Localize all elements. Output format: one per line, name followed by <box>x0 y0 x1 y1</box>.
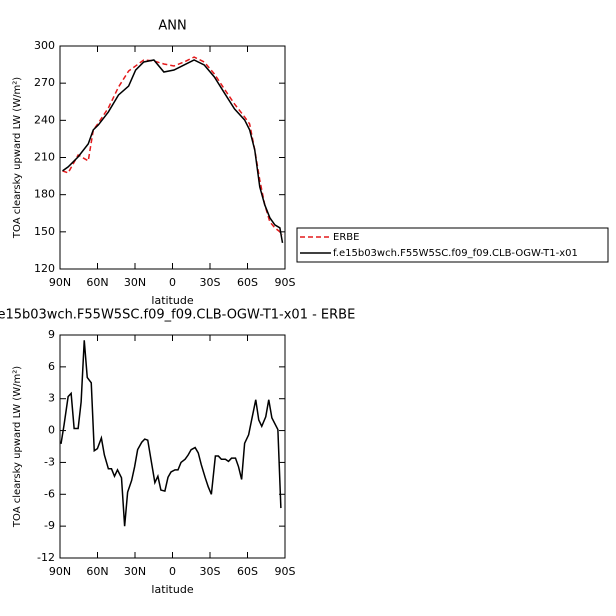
legend-label: ERBE <box>333 232 359 243</box>
y-tick-label: -12 <box>37 551 55 564</box>
y-tick-label: -3 <box>44 455 55 468</box>
y-tick-label: 210 <box>34 151 55 164</box>
x-axis-label: latitude <box>151 583 193 596</box>
x-tick-label: 60N <box>86 565 108 578</box>
x-tick-label: 90N <box>49 565 71 578</box>
y-tick-label: 180 <box>34 188 55 201</box>
x-tick-label: 30S <box>200 276 221 289</box>
x-tick-label: 60S <box>237 565 258 578</box>
y-tick-label: 270 <box>34 76 55 89</box>
y-axis-label: TOA clearsky upward LW (W/m²) <box>12 77 23 239</box>
legend-box <box>296 227 609 263</box>
x-tick-label: 90N <box>49 276 71 289</box>
y-tick-label: 300 <box>34 39 55 52</box>
chart-title: ANN <box>158 19 186 34</box>
x-tick-label: 90S <box>275 565 296 578</box>
plot-frame <box>59 45 286 270</box>
data-line <box>60 340 282 527</box>
x-tick-label: 30S <box>200 565 221 578</box>
chart-title: f.e15b03wch.F55W5SC.f09_f09.CLB-OGW-T1-x… <box>0 308 355 323</box>
y-tick-label: 240 <box>34 113 55 126</box>
x-tick-label: 30N <box>124 276 146 289</box>
y-tick-label: 0 <box>48 424 55 437</box>
y-tick-label: -9 <box>44 519 55 532</box>
y-tick-label: 6 <box>48 360 55 373</box>
y-tick-label: 9 <box>48 328 55 341</box>
x-tick-label: 60N <box>86 276 108 289</box>
x-axis-label: latitude <box>151 294 193 307</box>
x-tick-label: 0 <box>169 565 176 578</box>
x-tick-label: 30N <box>124 565 146 578</box>
y-axis-label: TOA clearsky upward LW (W/m²) <box>12 366 23 528</box>
y-tick-label: 120 <box>34 262 55 275</box>
y-tick-label: 150 <box>34 225 55 238</box>
legend-label: f.e15b03wch.F55W5SC.f09_f09.CLB-OGW-T1-x… <box>333 248 578 259</box>
x-tick-label: 60S <box>237 276 258 289</box>
x-tick-label: 0 <box>169 276 176 289</box>
data-line <box>62 56 284 236</box>
y-tick-label: 3 <box>48 392 55 405</box>
y-tick-label: -6 <box>44 487 55 500</box>
x-tick-label: 90S <box>275 276 296 289</box>
data-line <box>62 59 284 243</box>
